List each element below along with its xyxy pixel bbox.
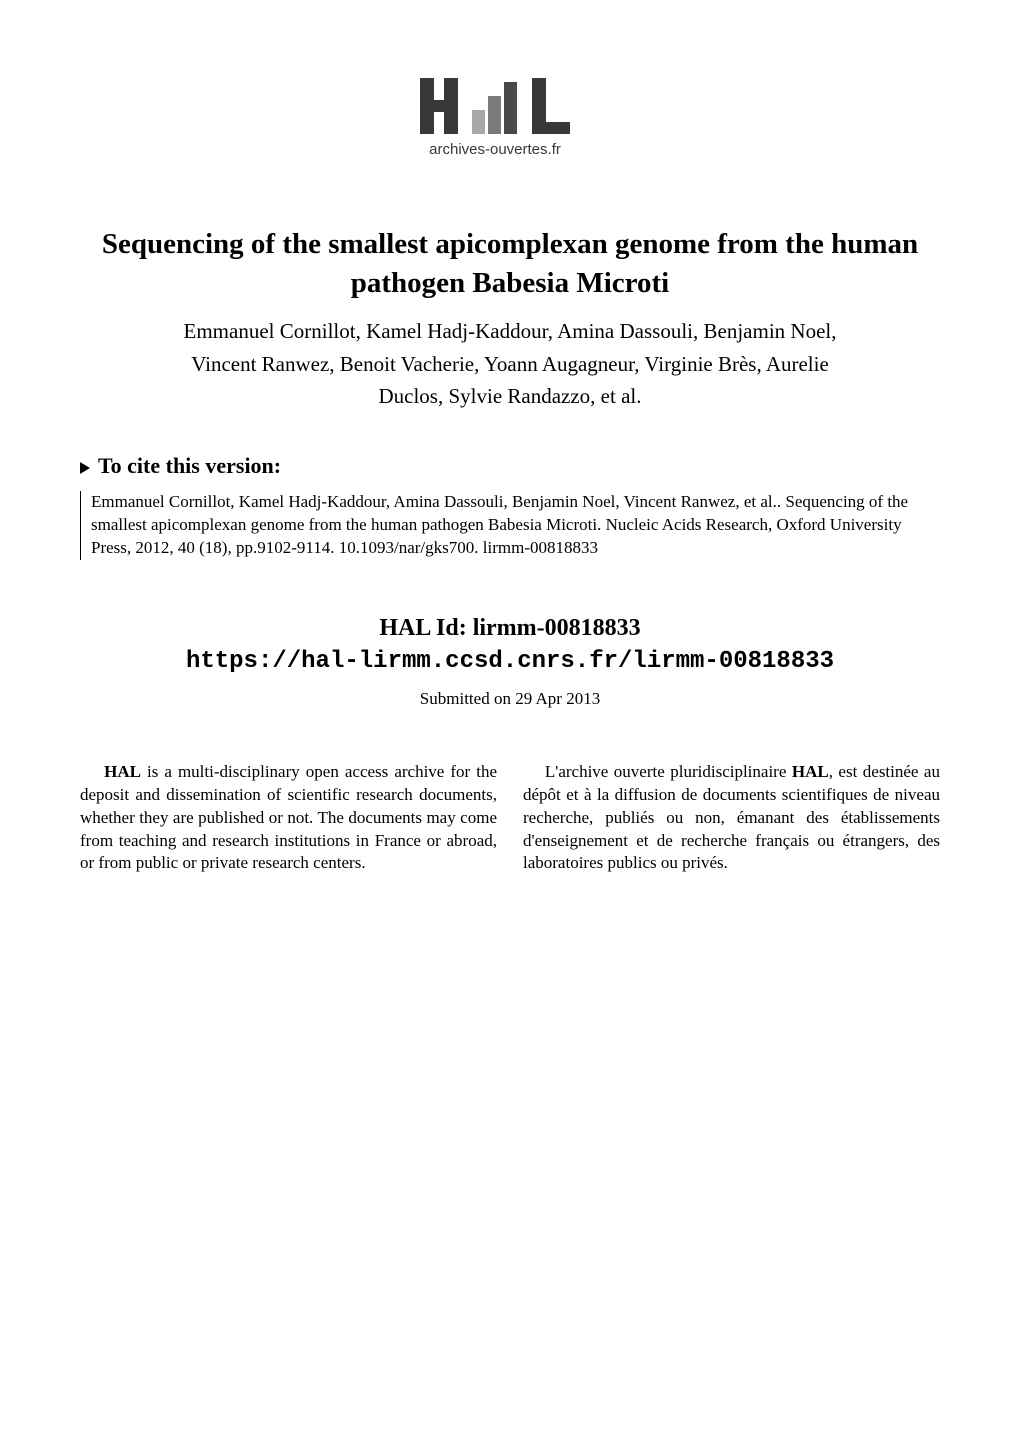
page-container: archives-ouvertes.fr Sequencing of the s…	[0, 0, 1020, 1442]
hal-logo-svg: archives-ouvertes.fr	[410, 70, 610, 160]
title-section: Sequencing of the smallest apicomplexan …	[80, 225, 940, 303]
hal-id-label: HAL Id: lirmm-00818833	[80, 615, 940, 642]
authors-line-1: Emmanuel Cornillot, Kamel Hadj-Kaddour, …	[100, 315, 920, 348]
cite-heading: To cite this version:	[80, 453, 940, 479]
license-right-column: L'archive ouverte pluridisciplinaire HAL…	[523, 761, 940, 876]
authors-line-2: Vincent Ranwez, Benoit Vacherie, Yoann A…	[100, 348, 920, 381]
cite-body: Emmanuel Cornillot, Kamel Hadj-Kaddour, …	[80, 491, 940, 560]
license-columns: HAL is a multi-disciplinary open access …	[80, 761, 940, 876]
license-left-column: HAL is a multi-disciplinary open access …	[80, 761, 497, 876]
logo-tagline-text: archives-ouvertes.fr	[429, 141, 561, 158]
submitted-date: Submitted on 29 Apr 2013	[80, 689, 940, 709]
triangle-marker-icon	[80, 462, 90, 474]
logo-section: archives-ouvertes.fr	[80, 70, 940, 165]
cite-heading-text: To cite this version:	[98, 453, 281, 478]
hal-url: https://hal-lirmm.ccsd.cnrs.fr/lirmm-008…	[80, 648, 940, 675]
paper-title: Sequencing of the smallest apicomplexan …	[80, 225, 940, 303]
hal-id-section: HAL Id: lirmm-00818833 https://hal-lirmm…	[80, 615, 940, 675]
hal-logo: archives-ouvertes.fr	[410, 70, 610, 165]
cite-section: To cite this version: Emmanuel Cornillot…	[80, 453, 940, 560]
authors-line-3: Duclos, Sylvie Randazzo, et al.	[100, 380, 920, 413]
authors-block: Emmanuel Cornillot, Kamel Hadj-Kaddour, …	[80, 315, 940, 413]
